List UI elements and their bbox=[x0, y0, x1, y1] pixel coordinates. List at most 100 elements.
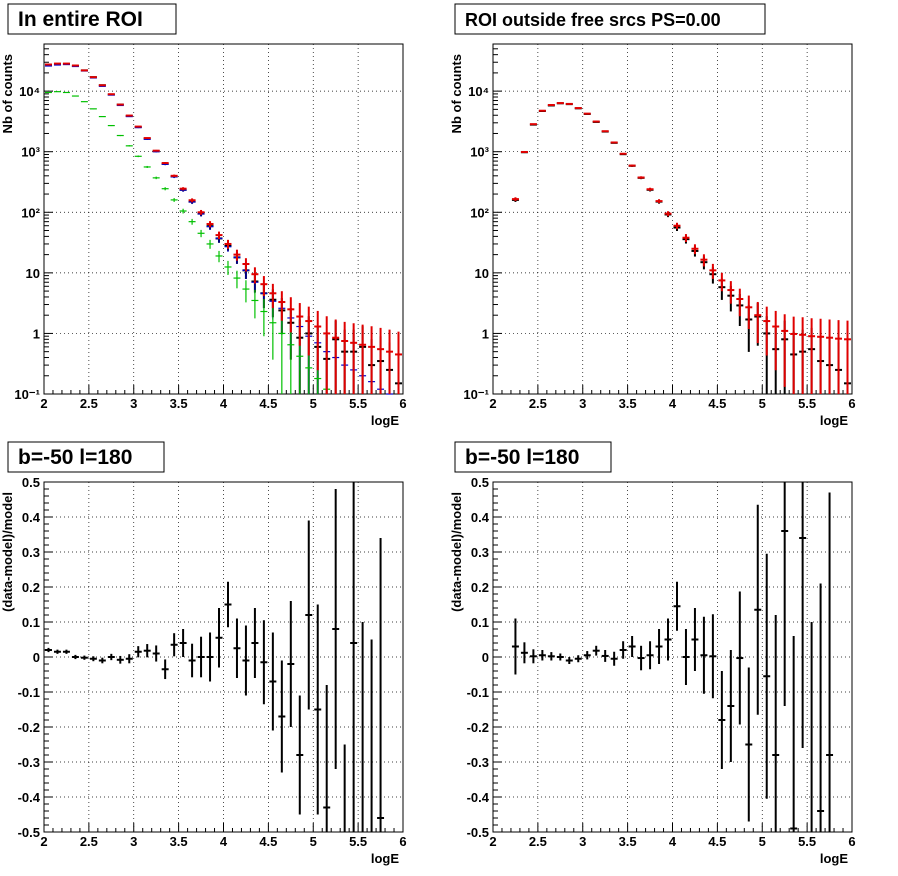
data-point bbox=[251, 608, 259, 678]
data-point bbox=[45, 647, 52, 653]
data-point bbox=[664, 618, 672, 661]
data-point bbox=[745, 667, 753, 822]
data-point bbox=[161, 187, 169, 191]
data-point bbox=[844, 320, 851, 394]
title-box bbox=[7, 441, 165, 473]
grid bbox=[493, 482, 852, 832]
data-point bbox=[314, 604, 322, 815]
data-point bbox=[763, 553, 771, 799]
data-point bbox=[107, 124, 115, 127]
data-point bbox=[143, 165, 151, 169]
data-point bbox=[179, 208, 187, 214]
y-tick-label: 10⁴ bbox=[19, 84, 40, 99]
data-point bbox=[107, 93, 115, 96]
y-tick-label: 1 bbox=[33, 326, 40, 341]
data-point bbox=[62, 649, 70, 654]
data-point bbox=[646, 641, 654, 670]
data-point bbox=[143, 644, 151, 658]
x-tick-label: 6 bbox=[848, 834, 855, 849]
data-point bbox=[556, 653, 564, 661]
x-tick-label: 4 bbox=[220, 834, 228, 849]
x-tick-label: 5.5 bbox=[349, 834, 367, 849]
x-tick-label: 5 bbox=[759, 834, 766, 849]
data-point bbox=[817, 583, 825, 832]
chart-title: ROI outside free srcs PS=0.00 bbox=[465, 10, 721, 30]
data-point bbox=[233, 249, 241, 261]
data-point bbox=[125, 654, 133, 664]
y-tick-label: -0.3 bbox=[467, 755, 489, 770]
data-point bbox=[323, 685, 331, 832]
x-axis-label: logE bbox=[371, 413, 399, 428]
data-point bbox=[700, 616, 708, 694]
data-point bbox=[637, 176, 645, 179]
data-point bbox=[601, 650, 609, 662]
y-tick-label: -0.5 bbox=[467, 825, 489, 840]
data-point bbox=[188, 198, 196, 203]
x-tick-label: 5.5 bbox=[349, 396, 367, 411]
data-point bbox=[215, 608, 223, 668]
data-point bbox=[269, 283, 277, 309]
data-point bbox=[179, 187, 187, 191]
data-point bbox=[80, 101, 88, 103]
data-point bbox=[673, 222, 681, 230]
data-point bbox=[314, 310, 322, 371]
data-point bbox=[754, 504, 762, 715]
data-point bbox=[179, 629, 187, 657]
data-point bbox=[610, 651, 618, 666]
data-point bbox=[628, 164, 636, 167]
data-point bbox=[242, 258, 250, 272]
data-point bbox=[781, 314, 789, 387]
data-point bbox=[278, 316, 286, 394]
data-point bbox=[296, 303, 304, 346]
x-tick-label: 4.5 bbox=[259, 396, 277, 411]
data-point bbox=[305, 306, 313, 356]
y-tick-label: 0.1 bbox=[22, 615, 40, 630]
title-box bbox=[454, 441, 612, 473]
y-tick-label: 0 bbox=[482, 650, 489, 665]
y-tick-label: 0 bbox=[33, 650, 40, 665]
data-point bbox=[763, 306, 771, 356]
data-point bbox=[529, 123, 537, 126]
y-axis-label: Nb of counts bbox=[449, 54, 464, 133]
data-point bbox=[520, 150, 528, 153]
x-tick-label: 4 bbox=[669, 834, 677, 849]
data-point bbox=[709, 263, 717, 279]
y-tick-label: 10² bbox=[21, 205, 40, 220]
data-point bbox=[134, 155, 142, 158]
title-box bbox=[7, 3, 177, 35]
data-point bbox=[125, 114, 133, 117]
y-axis-label: (data-model)/model bbox=[449, 492, 464, 612]
data-point bbox=[709, 614, 717, 699]
y-tick-label: 0.4 bbox=[22, 510, 41, 525]
data-point bbox=[718, 272, 726, 292]
data-point bbox=[745, 295, 753, 330]
x-tick-label: 4.5 bbox=[708, 396, 726, 411]
data-point bbox=[718, 671, 726, 769]
y-tick-label: -0.2 bbox=[18, 720, 40, 735]
data-point bbox=[260, 299, 268, 337]
x-tick-label: 2 bbox=[489, 396, 496, 411]
data-point bbox=[143, 137, 151, 140]
data-point bbox=[287, 324, 295, 394]
data-point bbox=[215, 231, 223, 240]
x-tick-label: 5 bbox=[310, 834, 317, 849]
data-point bbox=[547, 652, 555, 661]
data-point bbox=[350, 482, 358, 832]
y-tick-label: 0.5 bbox=[471, 475, 489, 490]
x-tick-label: 2 bbox=[489, 834, 496, 849]
data-point bbox=[556, 102, 564, 105]
title-box bbox=[454, 3, 766, 35]
x-tick-label: 2.5 bbox=[529, 396, 547, 411]
y-tick-label: 10 bbox=[475, 266, 489, 281]
data-point bbox=[799, 317, 807, 394]
x-tick-label: 6 bbox=[399, 834, 406, 849]
data-point bbox=[71, 654, 79, 660]
x-tick-label: 4.5 bbox=[259, 834, 277, 849]
data-point bbox=[224, 260, 232, 275]
data-point bbox=[610, 141, 618, 144]
data-point bbox=[772, 310, 780, 371]
data-point bbox=[152, 149, 160, 152]
data-point bbox=[53, 649, 61, 654]
